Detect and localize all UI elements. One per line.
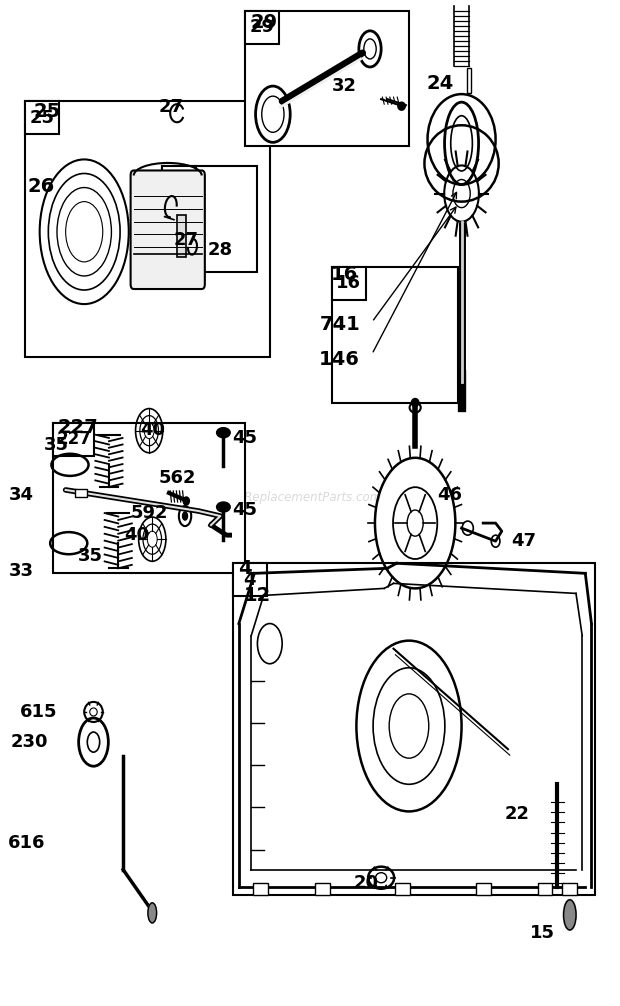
Bar (245, 11, 409, 146)
Bar (177, 214, 186, 257)
Text: 40: 40 (140, 421, 165, 439)
Bar (53, 423, 94, 456)
Text: 29: 29 (250, 13, 277, 32)
Ellipse shape (216, 428, 230, 438)
Text: 46: 46 (436, 486, 462, 504)
Text: 25: 25 (33, 102, 61, 121)
Text: 12: 12 (244, 585, 271, 605)
Text: 616: 616 (8, 834, 45, 851)
Text: 16: 16 (330, 266, 358, 285)
Bar (162, 166, 257, 272)
Text: eReplacementParts.com: eReplacementParts.com (238, 492, 382, 504)
Text: 28: 28 (208, 240, 233, 259)
Ellipse shape (183, 497, 189, 505)
FancyBboxPatch shape (131, 170, 205, 289)
Text: 20: 20 (353, 874, 378, 891)
Bar (232, 563, 595, 894)
Text: 28: 28 (167, 174, 190, 192)
Bar (466, 68, 471, 94)
Text: 35: 35 (44, 436, 69, 454)
Text: 29: 29 (250, 18, 275, 36)
Text: 15: 15 (529, 924, 554, 942)
Text: 45: 45 (232, 501, 257, 519)
Ellipse shape (412, 398, 419, 406)
Text: 230: 230 (11, 733, 48, 751)
Text: 227: 227 (58, 418, 99, 438)
Bar (253, 882, 268, 894)
Text: 146: 146 (319, 350, 360, 369)
Bar (162, 166, 195, 199)
Text: 615: 615 (20, 703, 58, 721)
Text: 27: 27 (174, 230, 199, 248)
Text: 4: 4 (238, 558, 252, 577)
Text: 33: 33 (9, 562, 33, 580)
Bar (245, 11, 279, 44)
Ellipse shape (216, 502, 230, 512)
Bar (562, 882, 577, 894)
Text: 227: 227 (56, 431, 91, 449)
Text: 22: 22 (505, 806, 529, 824)
Ellipse shape (398, 103, 405, 111)
Text: 35: 35 (78, 547, 103, 565)
Ellipse shape (564, 899, 576, 930)
Text: 45: 45 (232, 429, 257, 447)
Circle shape (182, 512, 187, 520)
Text: 26: 26 (27, 177, 55, 196)
Bar (315, 882, 330, 894)
Bar (476, 882, 490, 894)
Text: 32: 32 (332, 77, 356, 96)
Text: 24: 24 (427, 73, 454, 93)
Bar (332, 267, 366, 300)
Bar (396, 882, 410, 894)
Bar (53, 423, 245, 573)
Text: 47: 47 (511, 532, 536, 550)
Text: 592: 592 (130, 504, 168, 522)
Bar (25, 102, 270, 357)
Text: 4: 4 (244, 570, 256, 589)
Text: 40: 40 (124, 526, 149, 544)
Text: 27: 27 (158, 99, 184, 116)
Text: 25: 25 (30, 109, 55, 127)
Ellipse shape (148, 902, 157, 923)
Text: 562: 562 (158, 469, 196, 487)
Bar (75, 489, 87, 497)
Bar (232, 563, 267, 597)
Text: 16: 16 (336, 275, 361, 293)
Bar (25, 102, 60, 135)
Bar (332, 267, 458, 402)
Text: 741: 741 (319, 315, 360, 334)
Text: 34: 34 (9, 486, 33, 504)
Bar (538, 882, 552, 894)
